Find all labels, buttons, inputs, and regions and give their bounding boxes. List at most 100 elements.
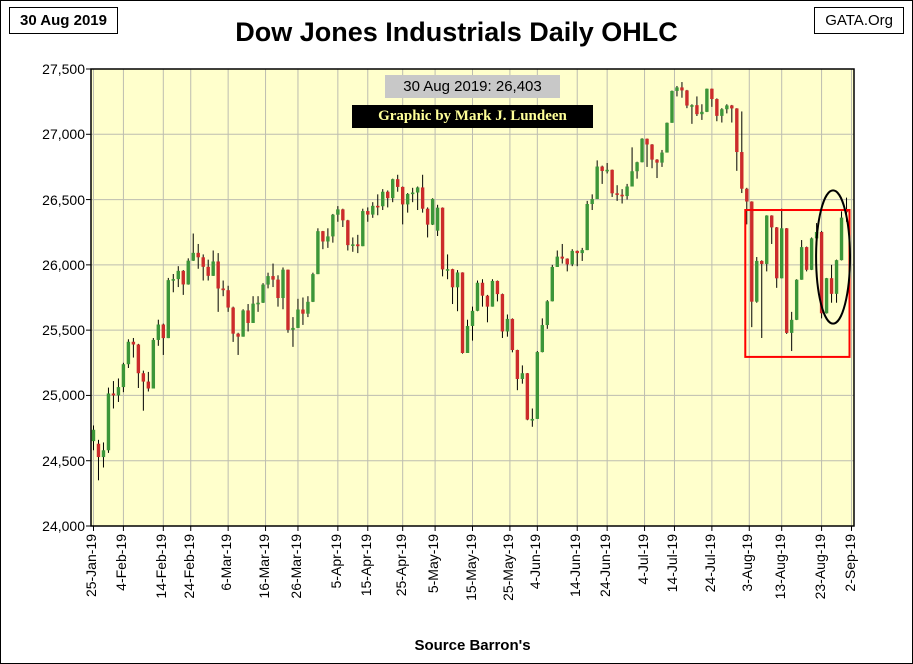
ohlc-candle bbox=[346, 219, 350, 251]
x-axis-label: 5-Apr-19 bbox=[327, 534, 344, 589]
ohlc-candle bbox=[191, 233, 195, 261]
ohlc-candle bbox=[181, 270, 185, 295]
ohlc-candle bbox=[650, 144, 654, 169]
ohlc-candle bbox=[91, 425, 96, 451]
ohlc-candle bbox=[615, 185, 619, 201]
ohlc-candle bbox=[834, 259, 839, 303]
x-axis-label: 4-Jun-19 bbox=[527, 534, 544, 590]
ohlc-candle bbox=[470, 306, 475, 341]
ohlc-candle bbox=[575, 250, 579, 267]
ohlc-candle bbox=[804, 246, 809, 272]
ohlc-candle bbox=[201, 254, 205, 281]
ohlc-candle bbox=[600, 165, 604, 184]
ohlc-candle bbox=[176, 266, 180, 288]
ohlc-candle bbox=[540, 318, 545, 353]
ohlc-candle bbox=[770, 215, 774, 244]
ohlc-candle bbox=[286, 269, 290, 333]
ohlc-candle bbox=[161, 323, 166, 355]
ohlc-candle bbox=[106, 387, 111, 453]
x-axis-label: 25-May-19 bbox=[499, 534, 516, 601]
x-axis-label: 6-Mar-19 bbox=[218, 534, 235, 591]
ohlc-candle bbox=[276, 275, 280, 307]
highlight-ellipse bbox=[815, 189, 852, 325]
ohlc-candle bbox=[261, 283, 265, 303]
ohlc-candle bbox=[251, 296, 255, 323]
y-axis-label: 25,000 bbox=[42, 387, 85, 404]
ohlc-candle bbox=[296, 298, 300, 328]
ohlc-candle bbox=[750, 201, 754, 328]
ohlc-candle bbox=[366, 207, 370, 222]
ohlc-candle bbox=[196, 243, 200, 269]
ohlc-candle bbox=[246, 304, 250, 332]
ohlc-candle bbox=[256, 296, 260, 312]
ohlc-candle bbox=[356, 234, 360, 254]
ohlc-candle bbox=[510, 318, 515, 353]
ohlc-candle bbox=[281, 267, 285, 310]
ohlc-candle bbox=[710, 88, 714, 107]
ohlc-candle bbox=[405, 193, 410, 213]
ohlc-candle bbox=[306, 296, 310, 318]
ohlc-candle bbox=[475, 280, 480, 312]
ohlc-candle bbox=[271, 263, 275, 288]
ohlc-candle bbox=[590, 194, 594, 211]
ohlc-candle bbox=[146, 371, 151, 392]
y-axis-label: 27,500 bbox=[42, 61, 85, 77]
x-axis-label: 25-Apr-19 bbox=[392, 534, 409, 597]
ohlc-candle bbox=[96, 439, 101, 481]
x-axis-label: 24-Jun-19 bbox=[597, 534, 614, 598]
ohlc-candle bbox=[420, 174, 425, 213]
ohlc-candle bbox=[410, 187, 415, 203]
ohlc-candle bbox=[665, 122, 669, 153]
ohlc-candle bbox=[505, 314, 510, 337]
ohlc-candle bbox=[450, 268, 455, 305]
ohlc-candle bbox=[321, 230, 325, 250]
ohlc-candle bbox=[395, 174, 400, 192]
ohlc-candle bbox=[595, 160, 599, 200]
ohlc-candle bbox=[809, 237, 814, 271]
x-axis-label: 5-May-19 bbox=[425, 534, 442, 594]
x-axis-label: 24-Feb-19 bbox=[180, 534, 197, 599]
ohlc-candle bbox=[226, 285, 230, 312]
ohlc-candle bbox=[231, 306, 235, 342]
ohlc-candle bbox=[101, 442, 106, 468]
ohlc-candle bbox=[221, 280, 225, 297]
ohlc-candle bbox=[560, 243, 564, 264]
x-axis-label: 4-Feb-19 bbox=[113, 534, 130, 591]
ohlc-candle bbox=[570, 249, 574, 267]
ohlc-candle bbox=[555, 250, 559, 267]
ohlc-candle bbox=[241, 309, 245, 337]
ohlc-candle bbox=[520, 365, 525, 384]
ohlc-candle bbox=[735, 108, 739, 171]
ohlc-candle bbox=[381, 189, 385, 211]
ohlc-candle bbox=[316, 228, 320, 275]
ohlc-candle bbox=[495, 280, 500, 302]
ohlc-candle bbox=[675, 85, 679, 97]
ohlc-candle bbox=[206, 259, 210, 281]
ohlc-candle bbox=[121, 362, 126, 393]
ohlc-candle bbox=[141, 370, 146, 411]
ohlc-candle bbox=[131, 337, 136, 358]
x-axis-label: 25-Jan-19 bbox=[83, 534, 100, 598]
source-label: Source Barron's bbox=[414, 637, 531, 654]
ohlc-candle bbox=[829, 264, 834, 303]
ohlc-candle bbox=[530, 408, 535, 427]
x-axis-label: 14-Jun-19 bbox=[567, 534, 584, 598]
plot-border bbox=[90, 68, 855, 527]
x-axis-label: 15-May-19 bbox=[462, 534, 479, 601]
ohlc-candle bbox=[690, 104, 694, 124]
ohlc-candle bbox=[236, 332, 240, 355]
ohlc-candle bbox=[430, 198, 435, 226]
ohlc-candle bbox=[485, 294, 490, 323]
ohlc-candle bbox=[794, 279, 799, 321]
ohlc-candle bbox=[695, 96, 699, 117]
ohlc-candle bbox=[301, 297, 305, 325]
ohlc-candle bbox=[386, 190, 390, 208]
ohlc-candle bbox=[171, 273, 175, 293]
x-axis-label: 15-Apr-19 bbox=[357, 534, 374, 597]
x-axis-label: 13-Aug-19 bbox=[771, 534, 788, 600]
ohlc-candle bbox=[291, 317, 295, 347]
ohlc-candle bbox=[415, 186, 420, 211]
y-axis-label: 27,000 bbox=[42, 126, 85, 143]
ohlc-candle bbox=[789, 311, 794, 352]
